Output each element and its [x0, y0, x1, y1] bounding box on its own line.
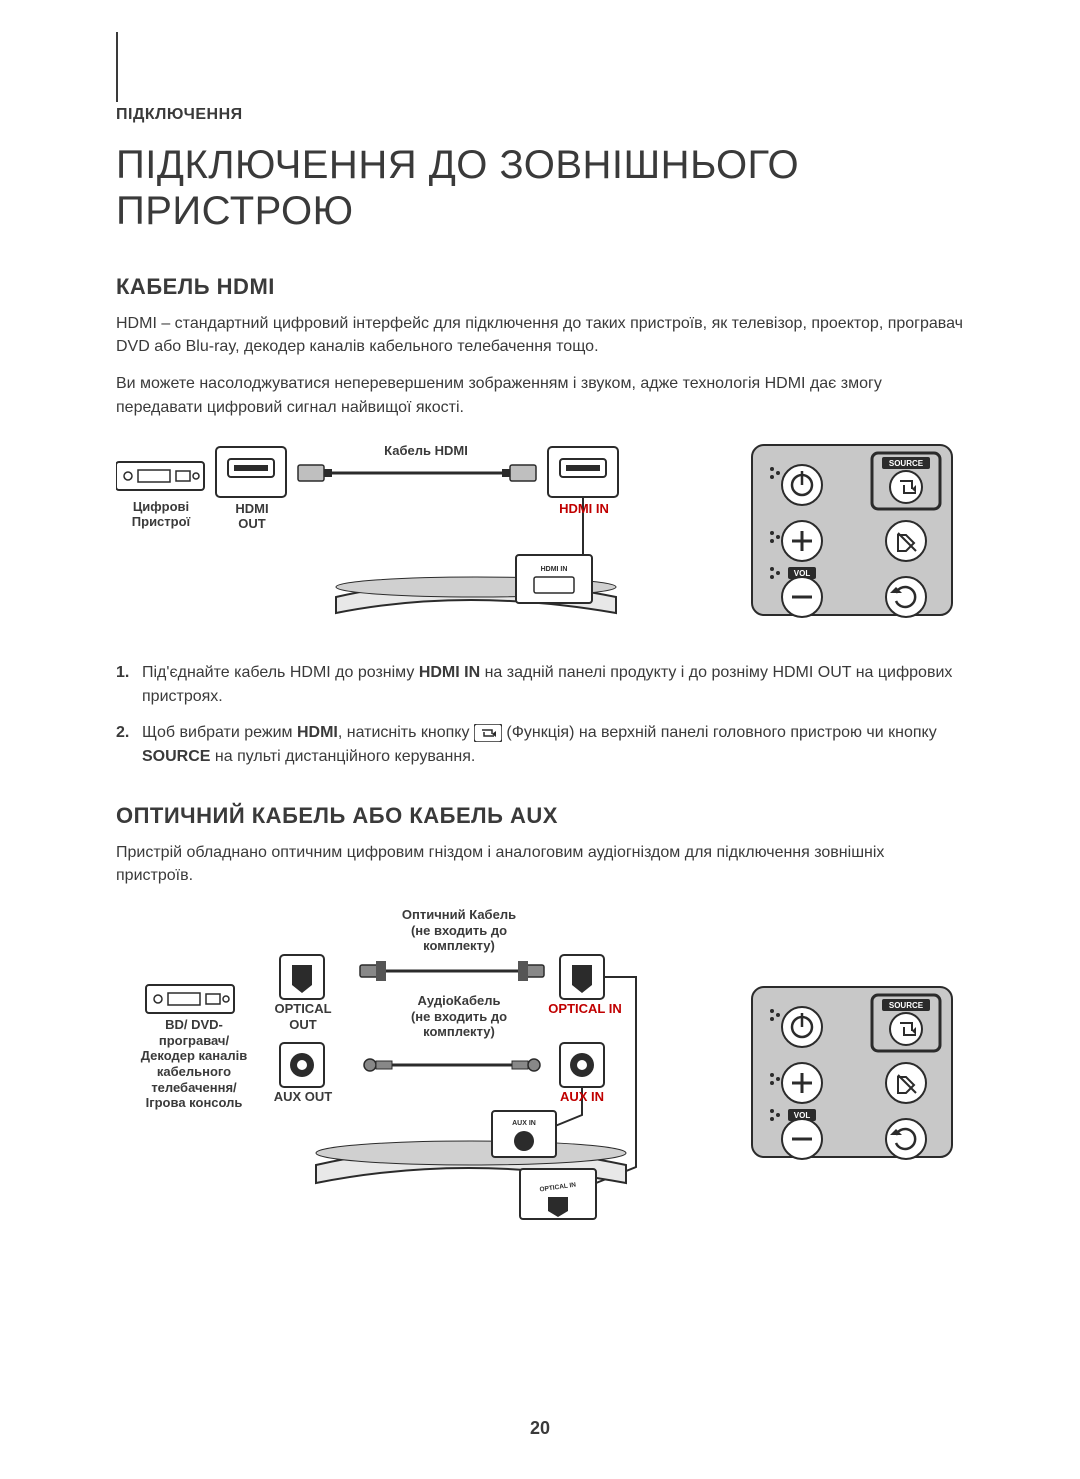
- hdmi-step1-a: Під'єднайте кабель HDMI до розніму: [142, 664, 419, 681]
- hdmi-out-port-icon: [216, 447, 286, 497]
- optical-cable-icon: [360, 961, 544, 981]
- hdmi-cable-label: Кабель HDMI: [366, 443, 486, 459]
- hdmi-in-port-icon: [548, 447, 618, 497]
- bd-dvd-label: BD/ DVD- програвач/ Декодер каналів кабе…: [132, 1017, 256, 1111]
- page-number: 20: [0, 1418, 1080, 1439]
- svg-text:SOURCE: SOURCE: [889, 1001, 924, 1010]
- audio-cable-icon: [364, 1059, 540, 1071]
- hdmi-step-1: Під'єднайте кабель HDMI до розніму HDMI …: [116, 661, 964, 709]
- top-rule: [116, 32, 118, 102]
- optical-heading: ОПТИЧНИЙ КАБЕЛЬ АБО КАБЕЛЬ AUX: [116, 803, 964, 829]
- aux-in-label: AUX IN: [550, 1089, 614, 1105]
- hdmi-heading: КАБЕЛЬ HDMI: [116, 274, 964, 300]
- section-label: ПІДКЛЮЧЕННЯ: [116, 106, 964, 124]
- optical-out-label: OPTICAL OUT: [260, 1001, 346, 1032]
- hdmi-cable-right-connector-icon: [502, 465, 536, 481]
- remote-control-icon-2: SOURCE VOL: [752, 987, 952, 1159]
- page-title: ПІДКЛЮЧЕННЯ ДО ЗОВНІШНЬОГО ПРИСТРОЮ: [116, 142, 964, 234]
- optical-out-port-icon: [280, 955, 324, 999]
- source-device-icon: [146, 985, 234, 1013]
- svg-text:AUX IN: AUX IN: [512, 1120, 536, 1127]
- hdmi-step2-d: (Функція) на верхній панелі головного пр…: [506, 724, 936, 741]
- optical-diagram: AUX IN OPTICAL IN SOURCE: [116, 905, 964, 1245]
- digital-device-icon: [116, 462, 204, 490]
- hdmi-in-label: HDMI IN: [552, 501, 616, 517]
- soundbar-hdmi-port-icon: HDMI IN: [516, 555, 592, 603]
- hdmi-step2-c: , натисніть кнопку: [338, 724, 474, 741]
- hdmi-diagram: HDMI IN SOURCE: [116, 437, 964, 637]
- aux-out-label: AUX OUT: [268, 1089, 338, 1105]
- hdmi-steps: Під'єднайте кабель HDMI до розніму HDMI …: [116, 661, 964, 769]
- remote-control-icon: SOURCE VOL: [752, 445, 952, 617]
- svg-text:SOURCE: SOURCE: [889, 459, 924, 468]
- aux-out-port-icon: [280, 1043, 324, 1087]
- audio-cable-label: АудіоКабель (не входить до комплекту): [384, 993, 534, 1040]
- source-inline-icon: [474, 724, 502, 742]
- optical-paragraph-1: Пристрій обладнано оптичним цифровим гні…: [116, 841, 964, 887]
- soundbar-optical-port-icon: OPTICAL IN: [520, 1169, 596, 1219]
- digital-devices-label: Цифрові Пристрої: [116, 499, 206, 530]
- hdmi-step2-e: SOURCE: [142, 748, 210, 765]
- optical-in-port-icon: [560, 955, 604, 999]
- soundbar-aux-port-icon: AUX IN: [492, 1111, 556, 1157]
- optical-cable-label: Оптичний Кабель (не входить до комплекту…: [384, 907, 534, 954]
- hdmi-step2-b: HDMI: [297, 724, 338, 741]
- hdmi-step2-f: на пульті дистанційного керування.: [210, 748, 475, 765]
- optical-in-label: OPTICAL IN: [542, 1001, 628, 1017]
- hdmi-out-label: HDMI OUT: [220, 501, 284, 532]
- hdmi-step-2: Щоб вибрати режим HDMI, натисніть кнопку…: [116, 721, 964, 769]
- hdmi-step2-a: Щоб вибрати режим: [142, 724, 297, 741]
- hdmi-paragraph-2: Ви можете насолоджуватися неперевершеним…: [116, 372, 964, 418]
- hdmi-step1-b: HDMI IN: [419, 664, 480, 681]
- aux-in-port-icon: [560, 1043, 604, 1087]
- hdmi-diagram-svg: HDMI IN SOURCE: [116, 437, 964, 637]
- hdmi-paragraph-1: HDMI – стандартний цифровий інтерфейс дл…: [116, 312, 964, 358]
- svg-text:HDMI IN: HDMI IN: [541, 566, 568, 573]
- hdmi-cable-left-connector-icon: [298, 465, 332, 481]
